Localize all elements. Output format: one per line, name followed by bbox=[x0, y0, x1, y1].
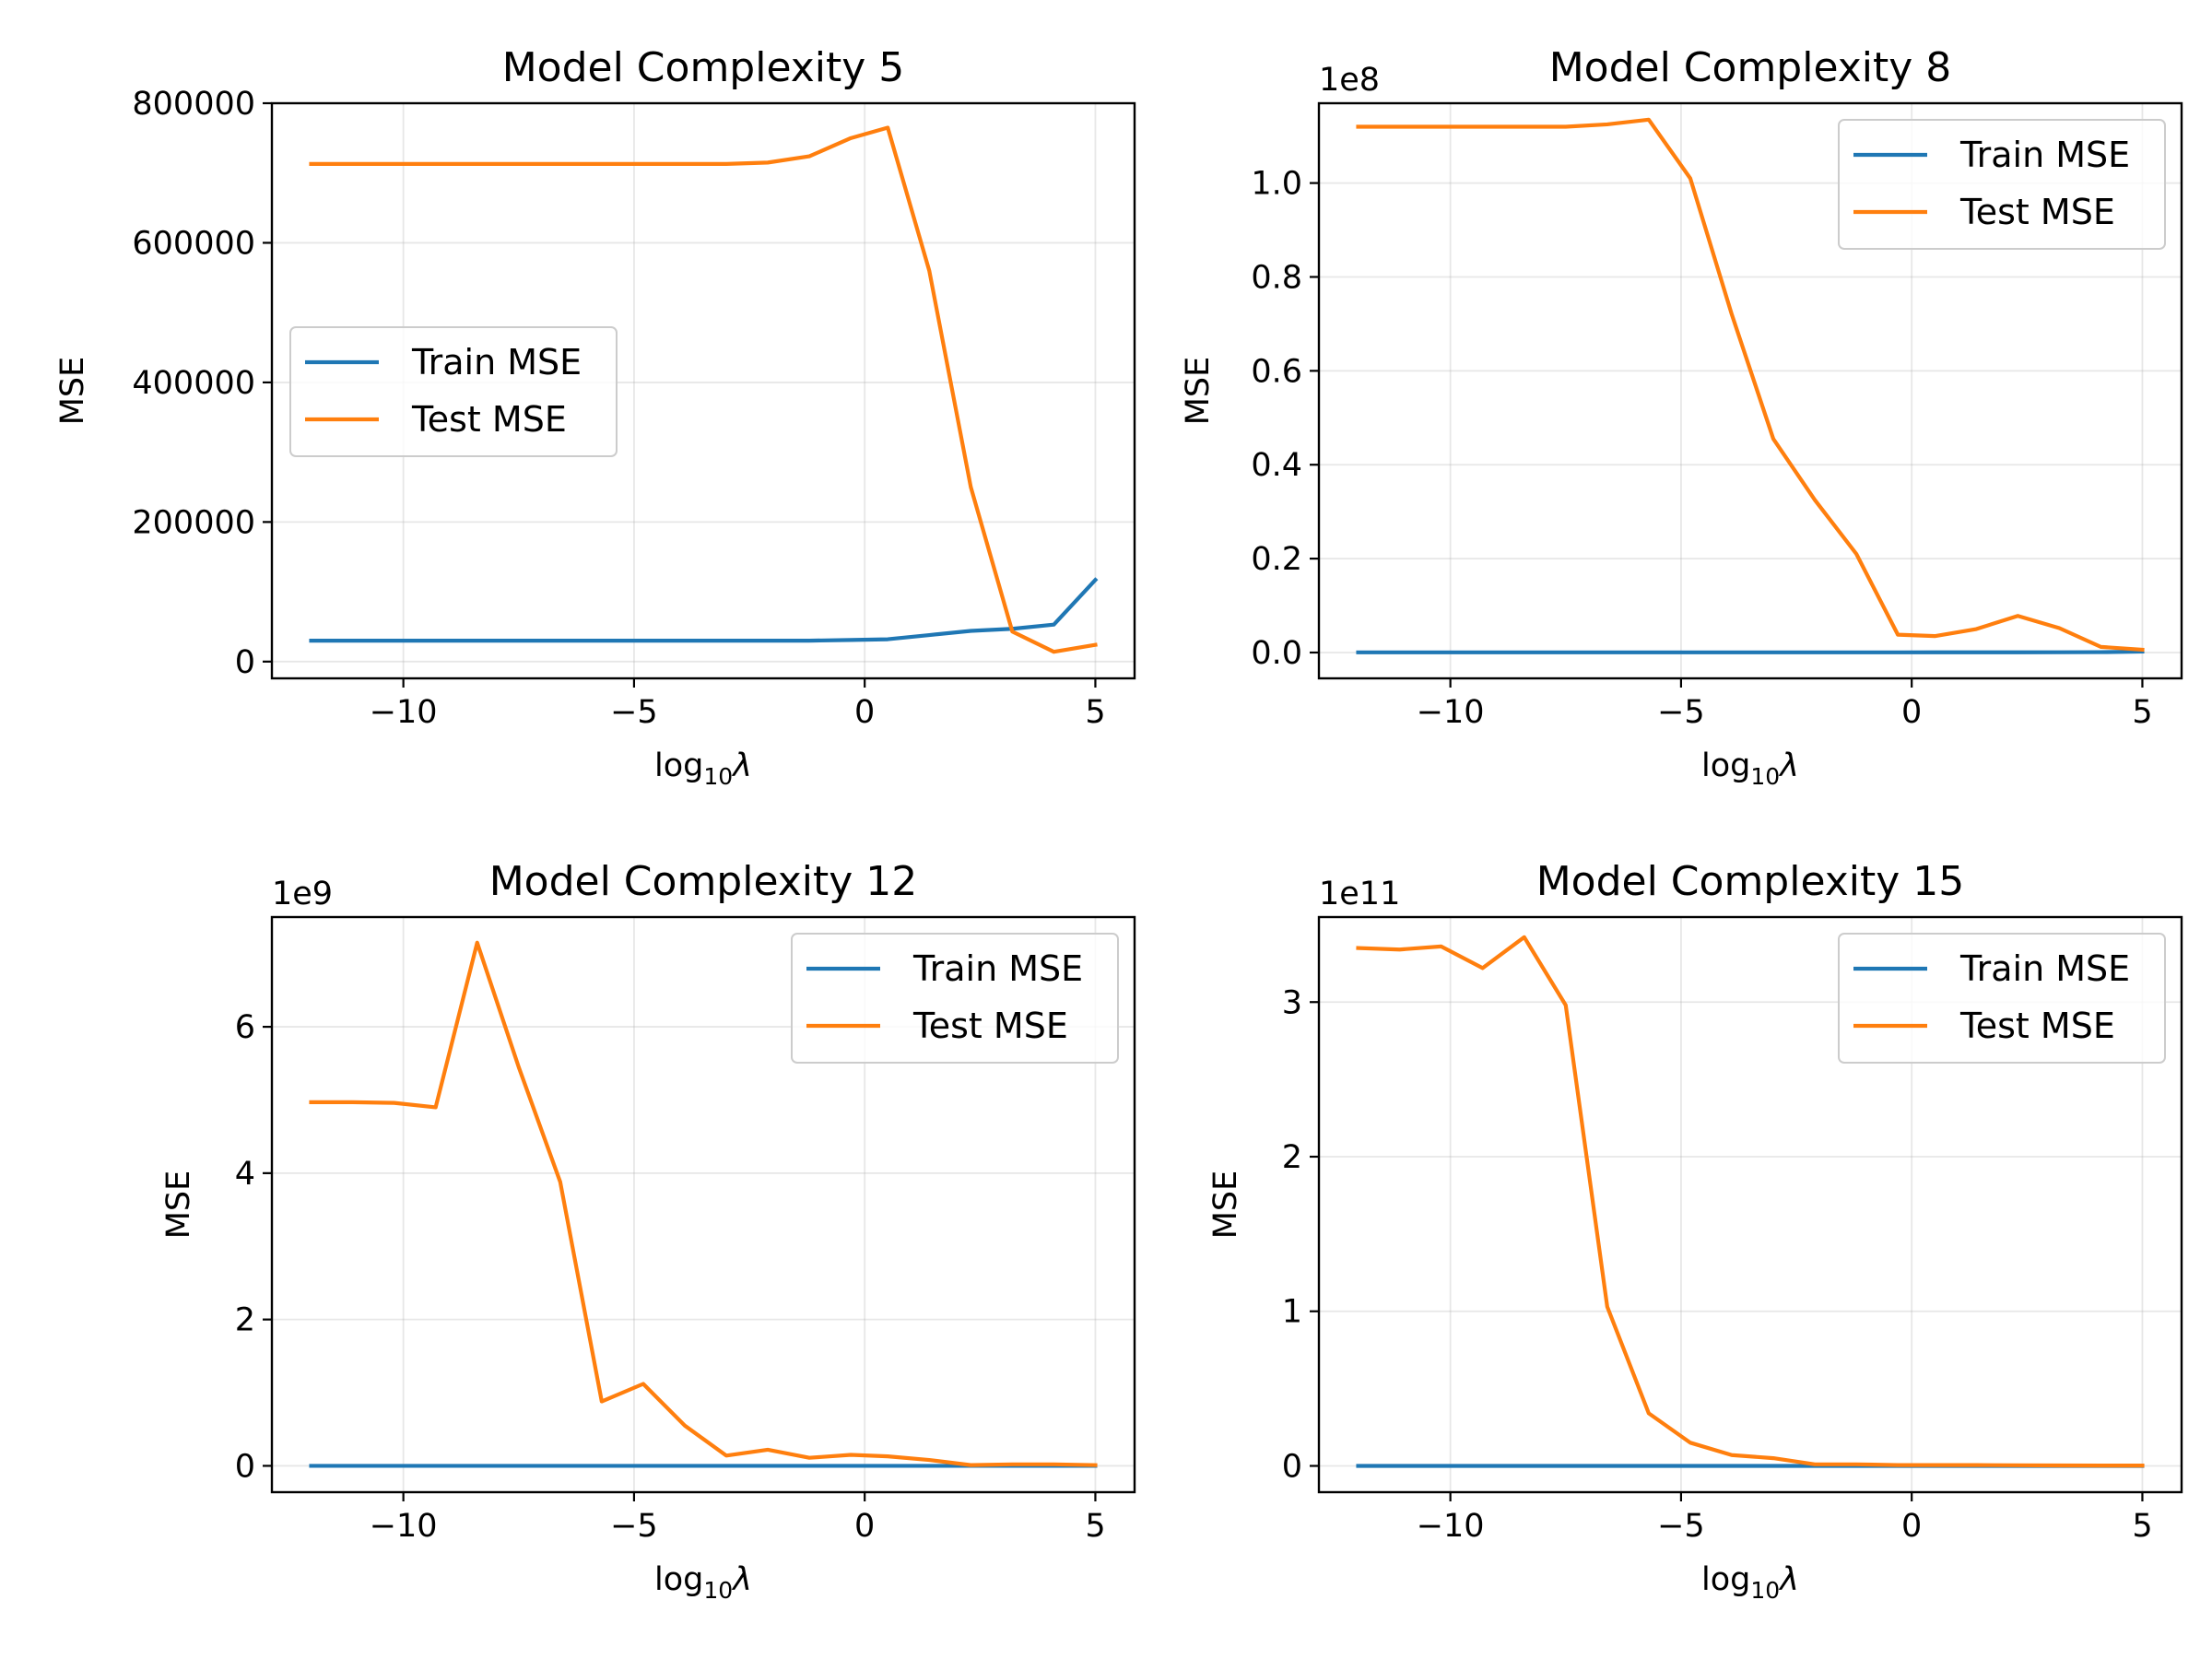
chart-title: Model Complexity 15 bbox=[1536, 858, 1965, 905]
y-axis-label: MSE bbox=[54, 357, 91, 426]
y-tick-label: 0.6 bbox=[1251, 353, 1302, 390]
x-tick-label: −10 bbox=[370, 694, 438, 731]
series-line-train-mse bbox=[1356, 649, 2145, 654]
series-line-test-mse bbox=[309, 940, 1098, 1467]
plot-frame bbox=[1317, 915, 2183, 1494]
y-tick-label: 0 bbox=[1282, 1448, 1302, 1485]
legend-label: Test MSE bbox=[1959, 1006, 2115, 1046]
y-tick-label: 200000 bbox=[132, 504, 255, 541]
x-tick-label: 0 bbox=[854, 694, 875, 731]
y-tick-label: 1.0 bbox=[1251, 166, 1302, 203]
legend-label: Test MSE bbox=[411, 399, 567, 440]
x-axis-label-base: log bbox=[654, 1561, 703, 1598]
legend-box bbox=[289, 326, 618, 457]
legend-box bbox=[1838, 119, 2166, 250]
subplot-3: −10 −5 0 5 0 2 4 6 Model Complexity 12 log10λ MSE 1… bbox=[160, 858, 1136, 1604]
series-line-test-mse bbox=[1356, 935, 2145, 1468]
y-tick-label: 0.8 bbox=[1251, 259, 1302, 296]
y-tick-label: 400000 bbox=[132, 365, 255, 402]
chart-title: Model Complexity 5 bbox=[502, 44, 905, 91]
subplot-1: −10 −5 0 5 0 200000 400000 600000 800000 Model Co… bbox=[54, 44, 1136, 790]
x-axis-label-symbol: λ bbox=[1778, 747, 1799, 784]
y-tick-label: 800000 bbox=[132, 86, 255, 123]
x-axis-label: log10λ bbox=[1701, 1561, 1799, 1604]
series-line-test-mse bbox=[309, 125, 1098, 654]
legend: Train MSE Test MSE bbox=[289, 326, 618, 457]
legend-label: Test MSE bbox=[1959, 192, 2115, 232]
series-group bbox=[309, 940, 1098, 1468]
x-tick-label: 0 bbox=[854, 1508, 875, 1545]
x-axis-label-subscript: 10 bbox=[703, 1577, 733, 1604]
y-axis-label: MSE bbox=[1207, 1171, 1244, 1240]
x-axis-label-subscript: 10 bbox=[703, 763, 733, 790]
legend: Train MSE Test MSE bbox=[791, 933, 1119, 1064]
x-tick-label: 5 bbox=[2132, 1508, 2152, 1545]
x-axis-label-subscript: 10 bbox=[1750, 1577, 1780, 1604]
plot-frame bbox=[1317, 101, 2183, 680]
y-axis-offset-text: 1e8 bbox=[1319, 62, 1380, 99]
x-axis-label-base: log bbox=[1701, 1561, 1750, 1598]
y-tick-label: 4 bbox=[235, 1156, 255, 1193]
x-tick-label: −5 bbox=[610, 1508, 658, 1545]
x-tick-label: −5 bbox=[610, 694, 658, 731]
series-line-test-mse bbox=[1356, 117, 2145, 653]
x-tick-label: −5 bbox=[1657, 1508, 1705, 1545]
x-tick-label: −10 bbox=[370, 1508, 438, 1545]
chart-title: Model Complexity 8 bbox=[1549, 44, 1952, 91]
y-tick-label: 6 bbox=[235, 1009, 255, 1046]
x-axis-label: log10λ bbox=[1701, 747, 1799, 790]
series-group bbox=[1356, 935, 2145, 1468]
y-tick-label: 0.4 bbox=[1251, 447, 1302, 484]
x-axis-label: log10λ bbox=[654, 1561, 752, 1604]
y-tick-label: 3 bbox=[1282, 984, 1302, 1021]
x-axis-label-base: log bbox=[654, 747, 703, 784]
legend-label: Train MSE bbox=[1959, 948, 2130, 989]
y-tick-label: 0 bbox=[235, 644, 255, 681]
y-tick-label: 0.2 bbox=[1251, 541, 1302, 578]
x-tick-label: −10 bbox=[1417, 1508, 1485, 1545]
x-axis-label-symbol: λ bbox=[731, 1561, 752, 1598]
series-group bbox=[309, 125, 1099, 654]
plot-frame bbox=[270, 101, 1136, 680]
y-tick-label: 1 bbox=[1282, 1294, 1302, 1331]
legend-label: Train MSE bbox=[912, 948, 1083, 989]
x-tick-label: 0 bbox=[1901, 694, 1922, 731]
series-line-train-mse bbox=[309, 577, 1099, 643]
legend-box bbox=[791, 933, 1119, 1064]
subplot-4: −10 −5 0 5 0 1 2 3 Model Complexity 15 log10λ MSE 1… bbox=[1207, 858, 2183, 1604]
y-tick-label: 2 bbox=[235, 1302, 255, 1339]
y-axis-label: MSE bbox=[160, 1171, 197, 1240]
x-axis-label-symbol: λ bbox=[731, 747, 752, 784]
legend-label: Test MSE bbox=[912, 1006, 1068, 1046]
x-tick-label: −10 bbox=[1417, 694, 1485, 731]
y-axis-offset-text: 1e11 bbox=[1319, 876, 1400, 912]
y-tick-label: 0 bbox=[235, 1448, 255, 1485]
series-group bbox=[1356, 117, 2145, 654]
x-axis-label-subscript: 10 bbox=[1750, 763, 1780, 790]
legend-label: Train MSE bbox=[1959, 135, 2130, 175]
x-tick-label: 5 bbox=[2132, 694, 2152, 731]
plot-frame bbox=[270, 915, 1136, 1494]
y-tick-label: 2 bbox=[1282, 1139, 1302, 1176]
x-tick-label: 5 bbox=[1085, 694, 1105, 731]
x-axis-label: log10λ bbox=[654, 747, 752, 790]
y-axis-offset-text: 1e9 bbox=[272, 876, 333, 912]
y-tick-label: 600000 bbox=[132, 225, 255, 262]
legend-label: Train MSE bbox=[411, 342, 582, 382]
chart-title: Model Complexity 12 bbox=[489, 858, 918, 905]
legend: Train MSE Test MSE bbox=[1838, 933, 2166, 1064]
x-tick-label: −5 bbox=[1657, 694, 1705, 731]
x-tick-label: 5 bbox=[1085, 1508, 1105, 1545]
y-axis-label: MSE bbox=[1180, 357, 1217, 426]
x-axis-label-symbol: λ bbox=[1778, 1561, 1799, 1598]
x-tick-label: 0 bbox=[1901, 1508, 1922, 1545]
x-axis-label-base: log bbox=[1701, 747, 1750, 784]
legend: Train MSE Test MSE bbox=[1838, 119, 2166, 250]
subplot-2: −10 −5 0 5 0.0 0.2 0.4 0.6 0.8 1.0 Model Complexit… bbox=[1180, 44, 2183, 790]
y-tick-label: 0.0 bbox=[1251, 635, 1302, 672]
legend-box bbox=[1838, 933, 2166, 1064]
